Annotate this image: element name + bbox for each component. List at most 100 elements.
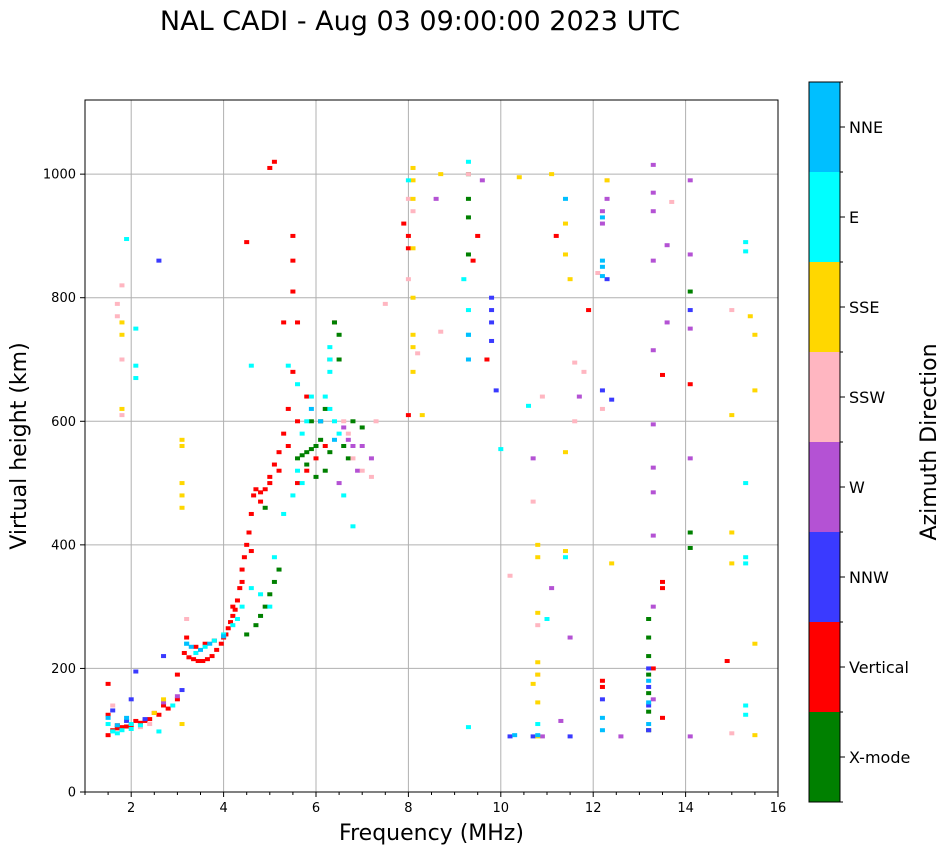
- echo-point-nnw: [609, 397, 615, 402]
- echo-point-w: [341, 425, 347, 430]
- echo-point-vertical: [290, 258, 296, 263]
- echo-point-e: [133, 376, 139, 381]
- echo-point-nnw: [142, 717, 148, 722]
- echo-point-nnw: [133, 669, 139, 674]
- echo-point-x-mode: [687, 530, 693, 535]
- colorbar-tick-label: W: [849, 478, 865, 497]
- echo-point-w: [650, 604, 656, 609]
- echo-point-vertical: [484, 357, 490, 362]
- echo-point-sse: [567, 277, 573, 282]
- echo-point-e: [743, 481, 749, 486]
- echo-point-e: [331, 419, 337, 424]
- echo-point-e: [535, 722, 541, 727]
- echo-point-nne: [646, 678, 652, 683]
- echo-point-nnw: [493, 388, 499, 393]
- y-tick-label: 600: [51, 415, 76, 430]
- echo-point-e: [299, 431, 305, 436]
- y-tick-label: 1000: [43, 168, 76, 183]
- echo-point-nne: [465, 357, 471, 362]
- echo-point-nne: [318, 419, 324, 424]
- echo-point-e: [743, 240, 749, 245]
- y-axis-label: Virtual height (km): [7, 342, 32, 549]
- echo-point-vertical: [290, 289, 296, 294]
- echo-point-e: [743, 703, 749, 708]
- echo-point-e: [248, 363, 254, 368]
- echo-point-ssw: [119, 283, 125, 288]
- echo-point-vertical: [202, 641, 208, 646]
- echo-point-x-mode: [331, 320, 337, 325]
- echo-point-e: [105, 722, 111, 727]
- colorbar-swatch-vertical: [809, 622, 840, 712]
- echo-point-e: [110, 729, 116, 734]
- echo-point-sse: [530, 681, 536, 686]
- echo-point-w: [687, 252, 693, 257]
- echo-point-nnw: [161, 654, 167, 659]
- echo-point-x-mode: [465, 252, 471, 257]
- echo-point-vertical: [228, 620, 234, 625]
- echo-point-nne: [114, 723, 120, 728]
- echo-point-vertical: [248, 549, 254, 554]
- echo-point-e: [133, 363, 139, 368]
- echo-point-vertical: [660, 586, 665, 591]
- echo-point-vertical: [119, 725, 125, 730]
- echo-point-e: [124, 237, 130, 242]
- echo-point-w: [549, 586, 555, 591]
- echo-point-sse: [410, 345, 416, 350]
- echo-point-vertical: [239, 579, 245, 584]
- echo-point-vertical: [193, 644, 199, 649]
- echo-point-w: [650, 190, 656, 195]
- echo-point-e: [128, 726, 134, 731]
- echo-point-x-mode: [295, 456, 301, 461]
- echo-point-sse: [729, 530, 735, 535]
- echo-point-nne: [599, 274, 605, 279]
- echo-point-vertical: [271, 159, 277, 164]
- echo-point-vertical: [262, 487, 268, 492]
- echo-point-nnw: [646, 684, 652, 689]
- echo-point-vertical: [241, 555, 247, 560]
- echo-point-vertical: [137, 720, 143, 725]
- x-axis-label: Frequency (MHz): [339, 821, 524, 846]
- echo-point-nne: [331, 437, 337, 442]
- echo-point-sse: [419, 413, 425, 418]
- echo-point-vertical: [660, 372, 665, 377]
- echo-point-sse: [410, 369, 416, 374]
- colorbar-tick-label: NNW: [849, 568, 889, 587]
- echo-point-e: [304, 419, 310, 424]
- y-tick-label: 400: [51, 538, 76, 553]
- echo-point-ssw: [359, 468, 365, 473]
- echo-point-nnw: [507, 734, 513, 739]
- echo-point-x-mode: [336, 357, 342, 362]
- echo-point-nne: [465, 332, 471, 337]
- echo-point-vertical: [248, 511, 254, 516]
- echo-point-e: [743, 249, 749, 254]
- echo-point-sse: [151, 710, 157, 715]
- echo-point-x-mode: [327, 450, 333, 455]
- echo-point-e: [119, 728, 125, 733]
- echo-point-vertical: [105, 712, 111, 717]
- y-tick-label: 200: [51, 662, 76, 677]
- echo-point-w: [359, 444, 365, 448]
- echo-point-nnw: [489, 320, 495, 325]
- echo-point-sse: [729, 413, 735, 418]
- echo-point-x-mode: [465, 215, 471, 220]
- echo-point-vertical: [165, 706, 171, 711]
- echo-point-x-mode: [308, 447, 314, 452]
- echo-point-vertical: [105, 681, 111, 686]
- echo-point-sse: [535, 555, 541, 560]
- echo-point-nnw: [179, 688, 185, 693]
- echo-point-sse: [752, 388, 758, 393]
- colorbar-tick-label: Vertical: [849, 658, 909, 677]
- echo-point-vertical: [290, 369, 296, 374]
- echo-point-ssw: [405, 196, 411, 201]
- echo-point-vertical: [204, 657, 210, 662]
- echo-point-e: [465, 308, 471, 313]
- echo-point-ssw: [465, 172, 471, 177]
- echo-point-vertical: [687, 382, 693, 387]
- echo-point-ssw: [147, 722, 153, 727]
- echo-point-ssw: [368, 474, 374, 479]
- echo-point-ssw: [669, 199, 675, 204]
- echo-point-vertical: [191, 657, 197, 662]
- echo-point-nne: [207, 641, 213, 646]
- echo-point-sse: [747, 314, 753, 319]
- echo-point-nne: [599, 258, 605, 263]
